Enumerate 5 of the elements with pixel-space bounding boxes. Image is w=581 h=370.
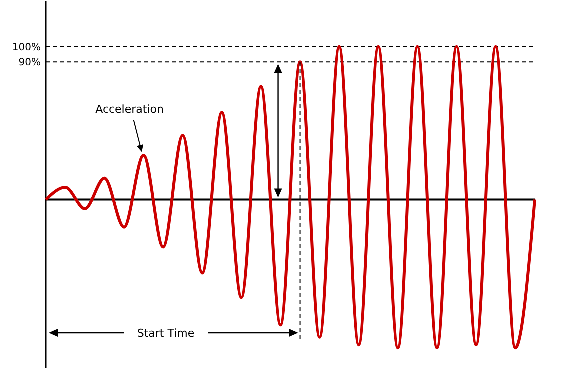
y-tick-label: 90% <box>18 58 41 69</box>
line-series <box>44 45 536 350</box>
annotation: Start Time <box>137 326 195 340</box>
y-tick-label: 100% <box>12 42 41 54</box>
annotation: Acceleration <box>96 103 164 116</box>
